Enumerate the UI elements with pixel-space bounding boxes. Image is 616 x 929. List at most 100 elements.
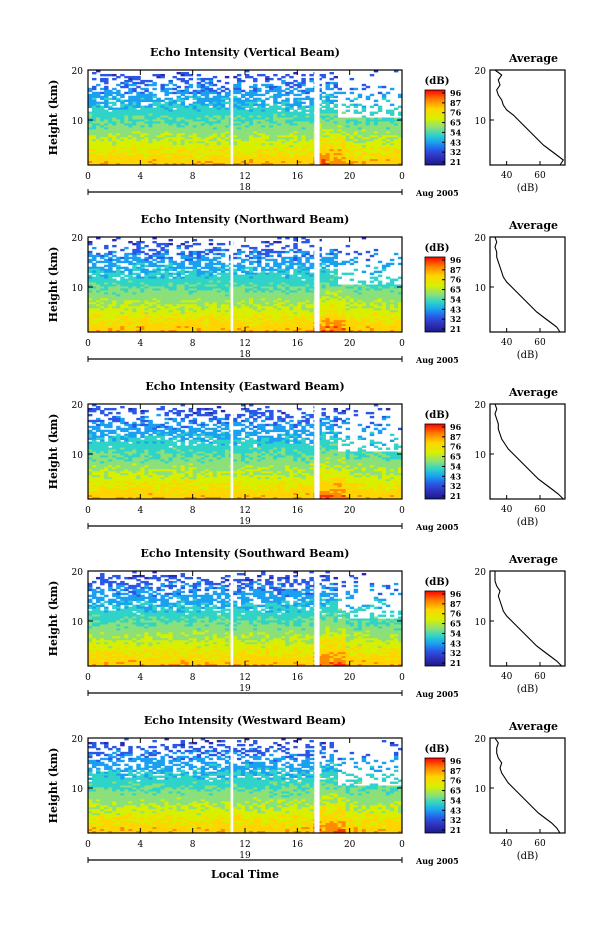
- heat-cell: [196, 103, 202, 107]
- heat-cell: [220, 129, 226, 132]
- heat-cell: [96, 252, 101, 256]
- heat-cell: [216, 143, 222, 146]
- heat-cell: [349, 290, 355, 293]
- heat-cell: [365, 97, 371, 101]
- heat-cell: [220, 284, 226, 287]
- heat-cell: [245, 163, 250, 166]
- heat-cell: [172, 141, 177, 144]
- heat-cell: [309, 155, 314, 158]
- heat-cell: [88, 155, 93, 158]
- heat-cell: [188, 109, 194, 112]
- heat-cell: [373, 159, 379, 162]
- heat-cell: [212, 282, 218, 285]
- heat-cell: [168, 242, 173, 246]
- heat-cell: [188, 117, 194, 120]
- heat-cell: [132, 115, 137, 118]
- heat-cell: [277, 143, 282, 146]
- heat-cell: [329, 137, 334, 140]
- heat-cell: [116, 107, 121, 110]
- heat-cell: [96, 145, 101, 148]
- heat-cell: [112, 127, 117, 130]
- heat-cell: [309, 274, 314, 277]
- heat-cell: [172, 161, 177, 164]
- heat-cell: [156, 119, 161, 122]
- heat-cell: [329, 111, 334, 114]
- heat-cell: [385, 125, 391, 128]
- heat-cell: [128, 105, 133, 109]
- heat-cell: [100, 101, 105, 105]
- heat-cell: [196, 258, 202, 262]
- heat-cell: [389, 139, 395, 142]
- heat-cell: [333, 135, 338, 138]
- heat-cell: [188, 123, 194, 126]
- heat-cell: [257, 254, 262, 258]
- heat-cell: [265, 139, 270, 142]
- heat-cell: [176, 71, 181, 75]
- heat-cell: [321, 73, 326, 77]
- heat-cell: [341, 288, 347, 291]
- heat-cell: [200, 258, 206, 262]
- heat-cell: [156, 151, 161, 154]
- heat-cell: [208, 147, 214, 150]
- heat-cell: [249, 268, 254, 272]
- heat-cell: [249, 137, 254, 140]
- heat-cell: [176, 107, 181, 110]
- heat-cell: [204, 252, 210, 256]
- heat-cell: [289, 157, 294, 160]
- heat-cell: [277, 278, 282, 281]
- heat-cell: [164, 268, 169, 272]
- heat-cell: [132, 75, 137, 79]
- heat-cell: [377, 129, 383, 132]
- heat-cell: [188, 250, 194, 254]
- heat-cell: [277, 280, 282, 283]
- heat-cell: [188, 153, 194, 156]
- heat-cell: [164, 143, 169, 146]
- heat-cell: [212, 111, 218, 114]
- heat-cell: [236, 155, 242, 158]
- heat-cell: [208, 161, 214, 164]
- heat-cell: [188, 262, 194, 266]
- heat-cell: [180, 163, 186, 166]
- heat-cell: [257, 125, 262, 128]
- heat-cell: [269, 290, 274, 293]
- heat-cell: [184, 240, 190, 244]
- heat-cell: [152, 119, 157, 122]
- heat-cell: [353, 290, 359, 293]
- heat-cell: [309, 127, 314, 130]
- heat-cell: [156, 133, 161, 136]
- heat-cell: [249, 266, 254, 270]
- heat-cell: [180, 107, 186, 110]
- heat-cell: [393, 129, 399, 132]
- heat-cell: [365, 163, 371, 166]
- heat-cell: [341, 163, 347, 166]
- heat-cell: [208, 121, 214, 124]
- heat-cell: [305, 240, 310, 244]
- heat-cell: [204, 266, 210, 270]
- heat-cell: [369, 145, 375, 148]
- heat-cell: [281, 107, 286, 110]
- heat-cell: [297, 262, 302, 266]
- heat-cell: [265, 278, 270, 281]
- heat-cell: [389, 133, 395, 136]
- heat-cell: [204, 143, 210, 146]
- heat-cell: [188, 276, 194, 279]
- heat-cell: [309, 286, 314, 289]
- heat-cell: [269, 85, 274, 89]
- heat-cell: [104, 111, 109, 114]
- heat-cell: [120, 272, 125, 276]
- heat-cell: [245, 101, 250, 105]
- heat-cell: [92, 151, 97, 154]
- heat-cell: [116, 237, 121, 240]
- heat-cell: [325, 153, 330, 156]
- heat-cell: [281, 288, 286, 291]
- heat-cell: [249, 143, 254, 146]
- heat-cell: [397, 163, 403, 166]
- heat-cell: [108, 278, 113, 281]
- heat-cell: [160, 73, 165, 77]
- heat-cell: [208, 151, 214, 154]
- heat-cell: [140, 258, 145, 262]
- heat-cell: [369, 123, 375, 126]
- heat-cell: [96, 123, 101, 126]
- heat-cell: [192, 93, 198, 97]
- heat-cell: [281, 161, 286, 164]
